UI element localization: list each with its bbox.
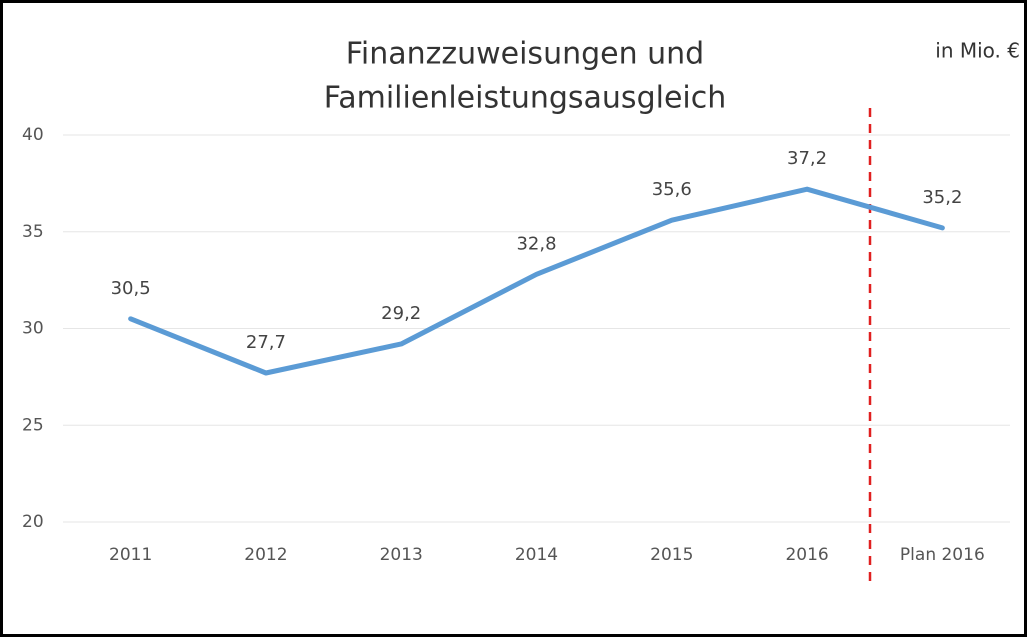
x-tick-label: 2013	[380, 545, 423, 565]
chart-title: Familienleistungsausgleich	[324, 81, 727, 116]
chart-title: Finanzzuweisungen und	[346, 37, 704, 72]
x-tick-label: 2015	[650, 545, 693, 565]
x-tick-label: 2012	[244, 545, 287, 565]
x-tick-label: 2016	[785, 545, 828, 565]
data-label: 27,7	[246, 332, 286, 353]
data-label: 29,2	[381, 303, 421, 324]
x-tick-label: 2011	[109, 545, 152, 565]
data-label: 30,5	[111, 278, 151, 299]
unit-annotation: in Mio. €	[935, 39, 1020, 63]
y-tick-label: 30	[22, 319, 44, 339]
x-tick-label: 2014	[515, 545, 558, 565]
data-label: 35,2	[922, 187, 962, 208]
y-tick-label: 40	[22, 125, 44, 145]
data-label: 32,8	[516, 233, 556, 254]
series-line	[128, 186, 945, 376]
data-label: 35,6	[652, 179, 692, 200]
y-tick-label: 20	[22, 512, 44, 532]
y-tick-label: 35	[22, 222, 44, 242]
x-tick-label: Plan 2016	[900, 545, 985, 565]
y-tick-label: 25	[22, 415, 44, 435]
data-label: 37,2	[787, 148, 827, 169]
